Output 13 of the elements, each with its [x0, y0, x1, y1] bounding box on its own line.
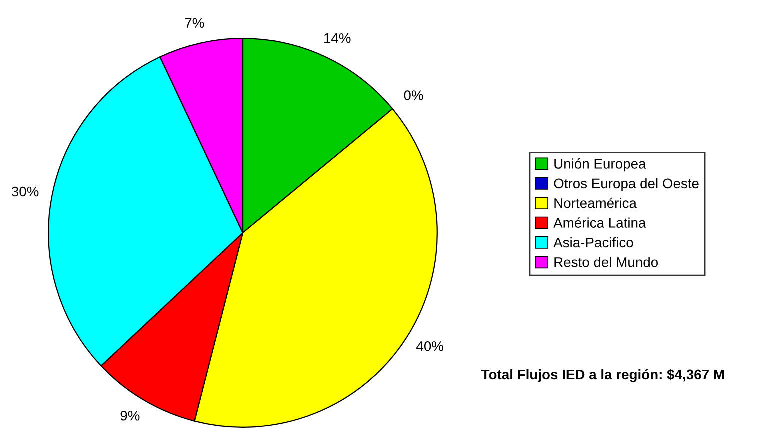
- text: 0%: [404, 90, 424, 100]
- data-label: 14%: [324, 33, 351, 44]
- data-label: 9%: [120, 410, 140, 421]
- legend-label: Asia-Pacifico: [554, 237, 634, 248]
- data-label: 30%: [12, 186, 39, 197]
- data-label: 7%: [185, 18, 204, 28]
- legend-label: América Latina: [554, 218, 646, 228]
- legend-label: Unión Europea: [554, 158, 646, 172]
- data-label: 40%: [416, 341, 444, 352]
- legend-label: Norteamérica: [554, 198, 637, 208]
- text: Total Flujos IED a la región: $4,367 M: [481, 369, 724, 382]
- legend-label: Otros Europa del Oeste: [554, 178, 699, 192]
- legend-label: Resto del Mundo: [554, 257, 658, 268]
